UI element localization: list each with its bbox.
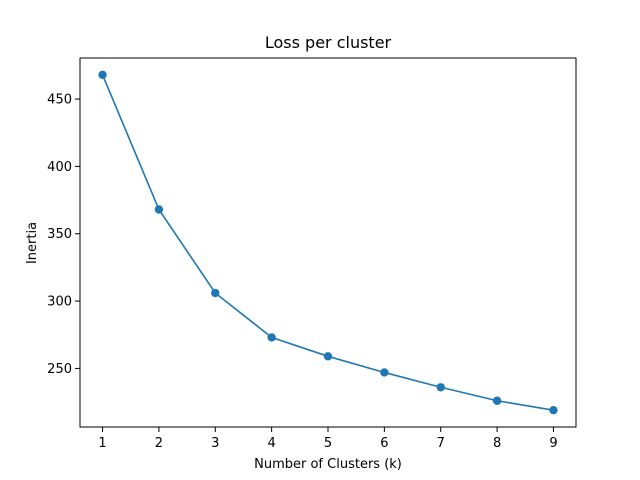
y-tick-label: 350 — [47, 227, 72, 242]
x-axis-label: Number of Clusters (k) — [254, 457, 402, 472]
data-point — [267, 333, 276, 342]
x-tick-label: 6 — [380, 436, 388, 451]
x-tick-label: 3 — [211, 436, 219, 451]
data-point — [323, 352, 333, 361]
x-tick-label: 4 — [267, 436, 275, 451]
x-tick-label: 9 — [549, 436, 557, 451]
x-tick-label: 7 — [437, 436, 445, 451]
data-point — [492, 396, 502, 405]
x-tick-label: 5 — [324, 436, 332, 451]
y-axis-label: Inertia — [25, 222, 40, 264]
y-axis: 250 300 350 400 450 — [47, 93, 80, 377]
y-tick-label: 450 — [47, 93, 72, 108]
data-point — [436, 383, 445, 392]
x-tick-label: 8 — [493, 436, 501, 451]
y-tick-label: 400 — [47, 160, 72, 175]
data-point — [380, 368, 389, 377]
data-point — [211, 288, 220, 298]
chart-title: Loss per cluster — [265, 33, 392, 52]
data-point — [98, 70, 107, 80]
x-tick-label: 1 — [98, 436, 106, 451]
y-tick-label: 250 — [47, 362, 72, 377]
axes-frame — [79, 57, 577, 428]
x-axis: 1 2 3 4 5 6 7 8 9 — [98, 427, 558, 451]
x-tick-label: 2 — [155, 436, 163, 451]
series-markers — [98, 70, 558, 415]
y-tick-label: 300 — [47, 295, 72, 310]
data-point — [154, 205, 164, 214]
data-point — [549, 405, 558, 415]
